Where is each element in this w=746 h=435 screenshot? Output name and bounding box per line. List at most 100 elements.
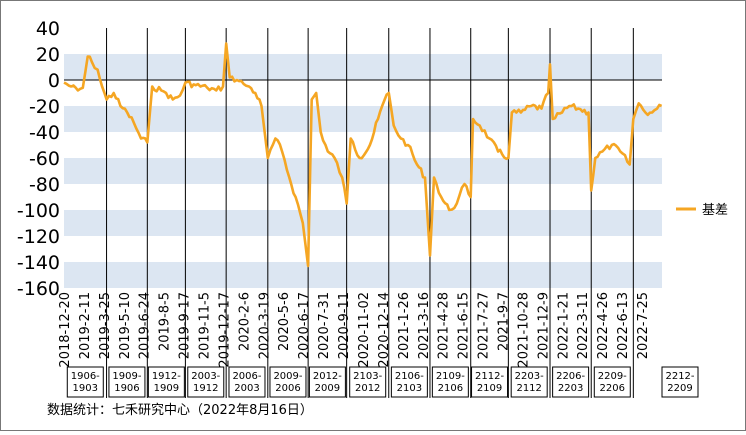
contract-label-text: 2112- — [475, 371, 504, 382]
grid-band — [64, 262, 662, 288]
x-tick-label: 2019-9-17 — [178, 292, 193, 359]
series-line-basis — [63, 42, 663, 268]
contract-label: 2003-1912 — [187, 366, 225, 398]
contract-label-text: 2212- — [665, 371, 694, 382]
contract-label-text: 2103 — [397, 383, 422, 394]
contract-label-box — [471, 366, 509, 398]
source-note: 数据统计：七禾研究中心（2022年8月16日） — [47, 403, 313, 418]
y-tick-label: -20 — [29, 96, 60, 118]
contract-dividers — [106, 28, 634, 398]
contract-label: 1906-1903 — [66, 366, 104, 398]
x-tick-label: 2019-2-11 — [78, 292, 93, 359]
contract-label-box — [431, 366, 469, 398]
contract-label-text: 2012 — [355, 383, 380, 394]
x-tick-label: 2022-3-11 — [576, 292, 591, 359]
contract-label-box — [308, 366, 346, 398]
contract-label-text: 2112 — [516, 383, 541, 394]
contract-label-text: 1903 — [73, 383, 98, 394]
contract-label-text: 2103- — [353, 371, 382, 382]
contract-label-text: 1909 — [154, 383, 179, 394]
contract-label-box — [108, 366, 146, 398]
contract-label-text: 2006- — [232, 371, 261, 382]
contract-label: 2112-2109 — [471, 366, 509, 398]
x-tick-label: 2020-5-6 — [277, 292, 292, 351]
legend: 基差 — [676, 203, 728, 218]
y-tick-label: -140 — [17, 252, 60, 274]
x-tick-label: 2020-12-14 — [377, 292, 392, 368]
y-tick-label: -60 — [29, 148, 60, 170]
x-tick-label: 2021-6-15 — [457, 292, 472, 359]
x-tick-label: 2019-8-5 — [158, 292, 173, 351]
contract-label: 2103-2012 — [349, 366, 387, 398]
contract-label-box — [552, 366, 590, 398]
contract-label-text: 2003 — [234, 383, 259, 394]
x-tick-label: 2019-6-24 — [138, 292, 153, 359]
y-tick-label: 40 — [36, 18, 60, 40]
x-tick-label: 2022-7-25 — [636, 292, 651, 359]
contract-label-box — [661, 366, 699, 398]
contract-label-text: 2012- — [313, 371, 342, 382]
contract-label-text: 1906 — [114, 383, 139, 394]
contract-label-text: 1912- — [152, 371, 181, 382]
x-tick-label: 2018-12-20 — [58, 292, 73, 368]
contract-label-text: 1906- — [71, 371, 100, 382]
contract-label: 2012-2009 — [308, 366, 346, 398]
contract-label-text: 2106- — [395, 371, 424, 382]
contract-label-box — [187, 366, 225, 398]
x-tick-label: 2019-11-5 — [198, 292, 213, 359]
contract-label: 2203-2112 — [510, 366, 548, 398]
y-tick-label: -40 — [29, 122, 60, 144]
contract-label-text: 2106 — [438, 383, 463, 394]
contract-label-text: 2203- — [515, 371, 544, 382]
contract-label-text: 2209 — [667, 383, 692, 394]
grid-band — [64, 106, 662, 132]
x-axis-ticks: 2018-12-20 2019-2-11 2019-3-25 2019-5-10 201… — [58, 292, 651, 368]
contract-label: 2106-2103 — [390, 366, 428, 398]
x-tick-label: 2021-1-26 — [397, 292, 412, 359]
contract-label: 1912-1909 — [147, 366, 185, 398]
x-tick-label: 2020-11-02 — [357, 292, 372, 368]
grid-band — [64, 158, 662, 184]
x-tick-label: 2022-6-13 — [616, 292, 631, 359]
contract-label-text: 2209- — [598, 371, 627, 382]
contract-label-box — [269, 366, 307, 398]
x-tick-label: 2019-5-10 — [118, 292, 133, 359]
contract-label-box — [349, 366, 387, 398]
x-tick-label: 2021-9-7 — [497, 292, 512, 351]
x-tick-label: 2022-4-26 — [596, 292, 611, 359]
x-tick-label: 2019-3-25 — [98, 292, 113, 359]
contract-label-text: 2009 — [315, 383, 340, 394]
contract-label-text: 2109 — [477, 383, 502, 394]
contract-label: 1909-1906 — [108, 366, 146, 398]
contract-label: 2206-2203 — [552, 366, 590, 398]
contract-label-text: 2109- — [436, 371, 465, 382]
x-tick-label: 2021-4-28 — [437, 292, 452, 359]
x-tick-label: 2021-12-9 — [536, 292, 551, 359]
contract-label-text: 2003- — [191, 371, 220, 382]
x-tick-label: 2020-6-17 — [297, 292, 312, 359]
x-tick-label: 2019-12-17 — [217, 292, 232, 368]
contract-label-text: 1909- — [112, 371, 141, 382]
y-tick-label: 0 — [48, 70, 60, 92]
contract-label-box — [593, 366, 631, 398]
contract-label-text: 2009- — [273, 371, 302, 382]
x-tick-label: 2020-3-19 — [257, 292, 272, 359]
x-tick-label: 2022-1-21 — [556, 292, 571, 359]
grid-bands — [64, 54, 662, 288]
contract-label: 2209-2206 — [593, 366, 631, 398]
y-axis-ticks: 40 20 0 -20 -40 -60 -80 -100 -120 -140 -160 — [17, 18, 60, 300]
contract-label: 2109-2106 — [431, 366, 469, 398]
contract-label-box — [66, 366, 104, 398]
y-tick-label: -80 — [29, 174, 60, 196]
contract-label-text: 2206- — [556, 371, 585, 382]
x-tick-label: 2021-10-28 — [516, 292, 531, 368]
y-tick-label: -160 — [17, 278, 60, 300]
x-tick-label: 2020-9-11 — [337, 292, 352, 359]
x-tick-label: 2021-3-16 — [417, 292, 432, 359]
contract-labels: 1906-19031909-19061912-19092003-19122006… — [66, 366, 699, 398]
contract-label: 2006-2003 — [228, 366, 266, 398]
contract-label-text: 2203 — [558, 383, 583, 394]
y-tick-label: -120 — [17, 226, 60, 248]
contract-label-box — [390, 366, 428, 398]
